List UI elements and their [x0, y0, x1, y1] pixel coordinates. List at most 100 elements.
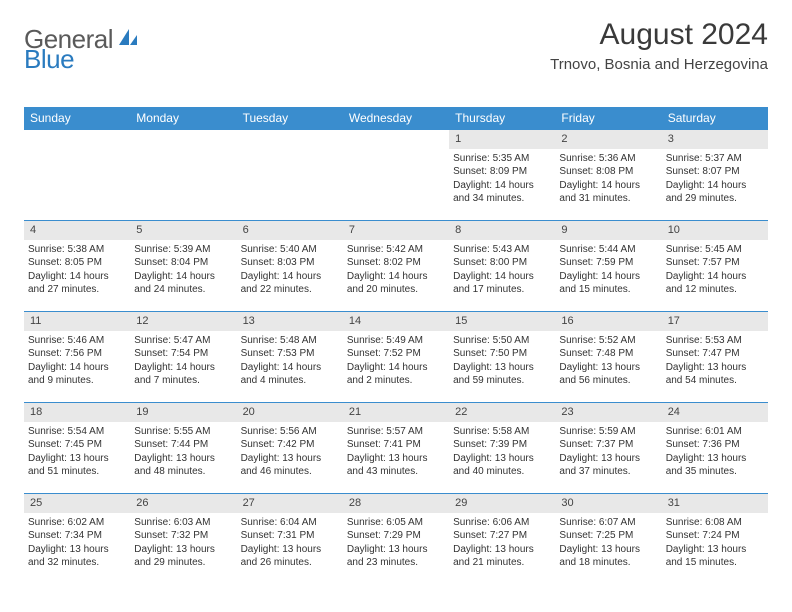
daylight2-text: and 15 minutes. — [666, 556, 764, 570]
daylight2-text: and 37 minutes. — [559, 465, 657, 479]
daylight1-text: Daylight: 13 hours — [559, 361, 657, 375]
daylight2-text: and 35 minutes. — [666, 465, 764, 479]
day-cell: 20Sunrise: 5:56 AMSunset: 7:42 PMDayligh… — [237, 403, 343, 493]
daylight2-text: and 4 minutes. — [241, 374, 339, 388]
day-cell: 13Sunrise: 5:48 AMSunset: 7:53 PMDayligh… — [237, 312, 343, 402]
empty-cell — [237, 130, 343, 220]
daylight1-text: Daylight: 14 hours — [28, 361, 126, 375]
day-number: 3 — [662, 130, 768, 149]
daylight2-text: and 2 minutes. — [347, 374, 445, 388]
day-number: 26 — [130, 494, 236, 513]
day-number: 25 — [24, 494, 130, 513]
sunrise-text: Sunrise: 5:59 AM — [559, 425, 657, 439]
daylight2-text: and 48 minutes. — [134, 465, 232, 479]
daylight1-text: Daylight: 13 hours — [559, 543, 657, 557]
day-number: 10 — [662, 221, 768, 240]
sunset-text: Sunset: 7:52 PM — [347, 347, 445, 361]
daylight1-text: Daylight: 13 hours — [241, 543, 339, 557]
day-number: 11 — [24, 312, 130, 331]
day-header-mon: Monday — [130, 107, 236, 130]
sunset-text: Sunset: 7:50 PM — [453, 347, 551, 361]
empty-cell — [343, 130, 449, 220]
sunrise-text: Sunrise: 5:49 AM — [347, 334, 445, 348]
day-number — [343, 130, 449, 147]
sunrise-text: Sunrise: 6:03 AM — [134, 516, 232, 530]
sunrise-text: Sunrise: 5:39 AM — [134, 243, 232, 257]
day-cell: 26Sunrise: 6:03 AMSunset: 7:32 PMDayligh… — [130, 494, 236, 584]
daylight2-text: and 32 minutes. — [28, 556, 126, 570]
sunrise-text: Sunrise: 5:45 AM — [666, 243, 764, 257]
daylight2-text: and 43 minutes. — [347, 465, 445, 479]
daylight1-text: Daylight: 14 hours — [241, 361, 339, 375]
day-header-thu: Thursday — [449, 107, 555, 130]
sunset-text: Sunset: 7:39 PM — [453, 438, 551, 452]
sunset-text: Sunset: 8:02 PM — [347, 256, 445, 270]
daylight2-text: and 27 minutes. — [28, 283, 126, 297]
day-cell: 4Sunrise: 5:38 AMSunset: 8:05 PMDaylight… — [24, 221, 130, 311]
daylight1-text: Daylight: 13 hours — [347, 543, 445, 557]
day-cell: 3Sunrise: 5:37 AMSunset: 8:07 PMDaylight… — [662, 130, 768, 220]
logo-sail-icon — [117, 27, 139, 52]
sunrise-text: Sunrise: 5:42 AM — [347, 243, 445, 257]
sunset-text: Sunset: 7:57 PM — [666, 256, 764, 270]
daylight2-text: and 46 minutes. — [241, 465, 339, 479]
daylight2-text: and 56 minutes. — [559, 374, 657, 388]
day-cell: 27Sunrise: 6:04 AMSunset: 7:31 PMDayligh… — [237, 494, 343, 584]
sunset-text: Sunset: 7:24 PM — [666, 529, 764, 543]
day-number: 12 — [130, 312, 236, 331]
day-number: 15 — [449, 312, 555, 331]
sunset-text: Sunset: 7:42 PM — [241, 438, 339, 452]
sunrise-text: Sunrise: 5:38 AM — [28, 243, 126, 257]
day-cell: 28Sunrise: 6:05 AMSunset: 7:29 PMDayligh… — [343, 494, 449, 584]
day-number: 4 — [24, 221, 130, 240]
daylight1-text: Daylight: 13 hours — [453, 361, 551, 375]
weeks-container: 1Sunrise: 5:35 AMSunset: 8:09 PMDaylight… — [24, 130, 768, 584]
day-cell: 14Sunrise: 5:49 AMSunset: 7:52 PMDayligh… — [343, 312, 449, 402]
day-number — [130, 130, 236, 147]
sunrise-text: Sunrise: 5:40 AM — [241, 243, 339, 257]
sunset-text: Sunset: 7:47 PM — [666, 347, 764, 361]
location-text: Trnovo, Bosnia and Herzegovina — [550, 56, 768, 73]
sunrise-text: Sunrise: 6:04 AM — [241, 516, 339, 530]
week-row: 1Sunrise: 5:35 AMSunset: 8:09 PMDaylight… — [24, 130, 768, 221]
day-header-sun: Sunday — [24, 107, 130, 130]
day-number: 27 — [237, 494, 343, 513]
daylight2-text: and 20 minutes. — [347, 283, 445, 297]
daylight2-text: and 31 minutes. — [559, 192, 657, 206]
sunset-text: Sunset: 7:54 PM — [134, 347, 232, 361]
daylight1-text: Daylight: 13 hours — [453, 543, 551, 557]
week-row: 11Sunrise: 5:46 AMSunset: 7:56 PMDayligh… — [24, 312, 768, 403]
day-number: 9 — [555, 221, 661, 240]
daylight2-text: and 7 minutes. — [134, 374, 232, 388]
day-number — [24, 130, 130, 147]
day-cell: 18Sunrise: 5:54 AMSunset: 7:45 PMDayligh… — [24, 403, 130, 493]
daylight1-text: Daylight: 13 hours — [28, 452, 126, 466]
daylight2-text: and 22 minutes. — [241, 283, 339, 297]
sunrise-text: Sunrise: 5:35 AM — [453, 152, 551, 166]
sunrise-text: Sunrise: 5:47 AM — [134, 334, 232, 348]
day-number: 28 — [343, 494, 449, 513]
day-cell: 8Sunrise: 5:43 AMSunset: 8:00 PMDaylight… — [449, 221, 555, 311]
daylight2-text: and 23 minutes. — [347, 556, 445, 570]
sunset-text: Sunset: 7:48 PM — [559, 347, 657, 361]
sunset-text: Sunset: 7:59 PM — [559, 256, 657, 270]
daylight1-text: Daylight: 13 hours — [666, 361, 764, 375]
day-number: 2 — [555, 130, 661, 149]
day-number: 20 — [237, 403, 343, 422]
sunrise-text: Sunrise: 5:55 AM — [134, 425, 232, 439]
day-cell: 11Sunrise: 5:46 AMSunset: 7:56 PMDayligh… — [24, 312, 130, 402]
daylight1-text: Daylight: 14 hours — [347, 361, 445, 375]
sunrise-text: Sunrise: 6:08 AM — [666, 516, 764, 530]
sunset-text: Sunset: 7:37 PM — [559, 438, 657, 452]
sunrise-text: Sunrise: 5:57 AM — [347, 425, 445, 439]
day-number: 23 — [555, 403, 661, 422]
sunset-text: Sunset: 8:04 PM — [134, 256, 232, 270]
sunrise-text: Sunrise: 5:48 AM — [241, 334, 339, 348]
daylight1-text: Daylight: 14 hours — [28, 270, 126, 284]
day-cell: 5Sunrise: 5:39 AMSunset: 8:04 PMDaylight… — [130, 221, 236, 311]
sunrise-text: Sunrise: 5:44 AM — [559, 243, 657, 257]
daylight1-text: Daylight: 13 hours — [666, 543, 764, 557]
daylight1-text: Daylight: 14 hours — [134, 270, 232, 284]
week-row: 4Sunrise: 5:38 AMSunset: 8:05 PMDaylight… — [24, 221, 768, 312]
day-cell: 19Sunrise: 5:55 AMSunset: 7:44 PMDayligh… — [130, 403, 236, 493]
